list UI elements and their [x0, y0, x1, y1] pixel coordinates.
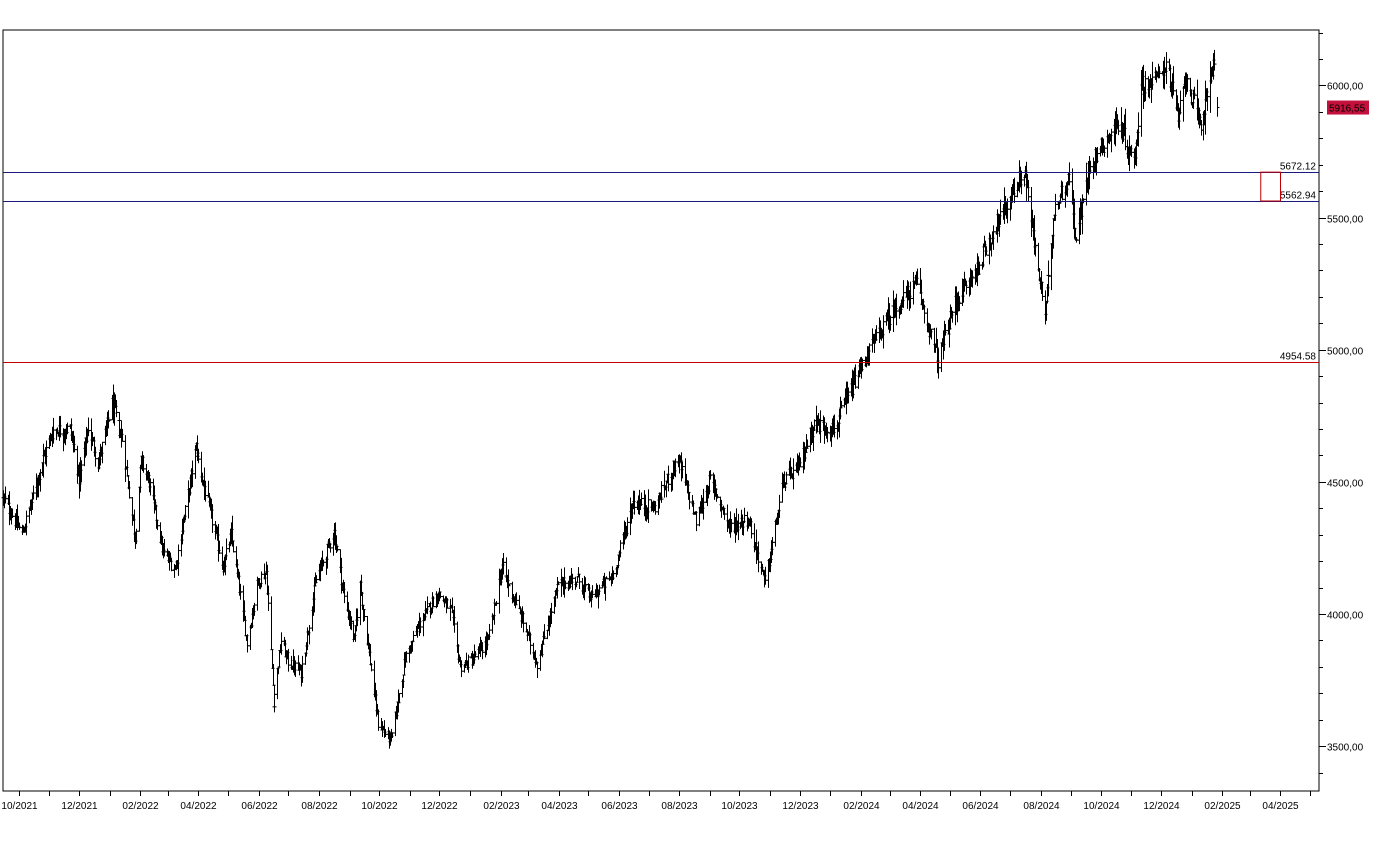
ohlc-bar: [1212, 49, 1217, 71]
y-tick-label: 5500,00: [1327, 215, 1364, 226]
x-tick-label: 06/2024: [962, 801, 999, 812]
x-tick-label: 06/2022: [241, 801, 278, 812]
last-price-tag: [1327, 100, 1369, 115]
y-axis: 3500,00 4000,00 4500,00 5000,00 5500,00 6000,…: [1319, 33, 1369, 774]
last-price-label: 5916,55: [1329, 104, 1366, 115]
x-tick-label: 06/2023: [601, 801, 638, 812]
y-tick-label: 4500,00: [1327, 479, 1364, 490]
x-tick-label: 08/2023: [661, 801, 698, 812]
x-tick-label: 08/2022: [301, 801, 338, 812]
x-tick-label: 04/2023: [541, 801, 578, 812]
level-label: 5562.94: [1280, 191, 1317, 202]
x-tick-label: 02/2023: [483, 801, 520, 812]
x-tick-label: 12/2022: [421, 801, 458, 812]
x-tick-label: 12/2021: [61, 801, 98, 812]
x-tick-label: 02/2024: [843, 801, 880, 812]
x-tick-label: 02/2025: [1204, 801, 1241, 812]
x-tick-label: 10/2023: [721, 801, 758, 812]
plot-frame: [2, 29, 1320, 792]
level-label: 4954.58: [1280, 352, 1317, 363]
y-tick-label: 6000,00: [1327, 82, 1364, 93]
x-tick-label: 08/2024: [1023, 801, 1060, 812]
x-tick-label: 04/2024: [902, 801, 939, 812]
level-label: 5672.12: [1280, 162, 1317, 173]
y-tick-label: 4000,00: [1327, 611, 1364, 622]
x-tick-label: 12/2023: [782, 801, 819, 812]
y-tick-label: 3500,00: [1327, 743, 1364, 754]
target-box: [1260, 171, 1281, 202]
x-tick-label: 04/2025: [1262, 801, 1299, 812]
horizontal-levels: 5672.12 5562.94 4954.58: [3, 162, 1319, 363]
x-axis: 10/2021 12/2021 02/2022 04/2022 06/2022 08/20…: [1, 791, 1311, 812]
x-tick-label: 12/2024: [1143, 801, 1180, 812]
x-tick-label: 10/2022: [361, 801, 398, 812]
x-tick-label: 04/2022: [180, 801, 217, 812]
y-tick-label: 5000,00: [1327, 347, 1364, 358]
price-bars: [1, 49, 1220, 749]
x-tick-label: 10/2021: [1, 801, 38, 812]
x-tick-label: 10/2024: [1083, 801, 1120, 812]
ohlc-bar: [1217, 96, 1220, 117]
x-tick-label: 02/2022: [122, 801, 159, 812]
